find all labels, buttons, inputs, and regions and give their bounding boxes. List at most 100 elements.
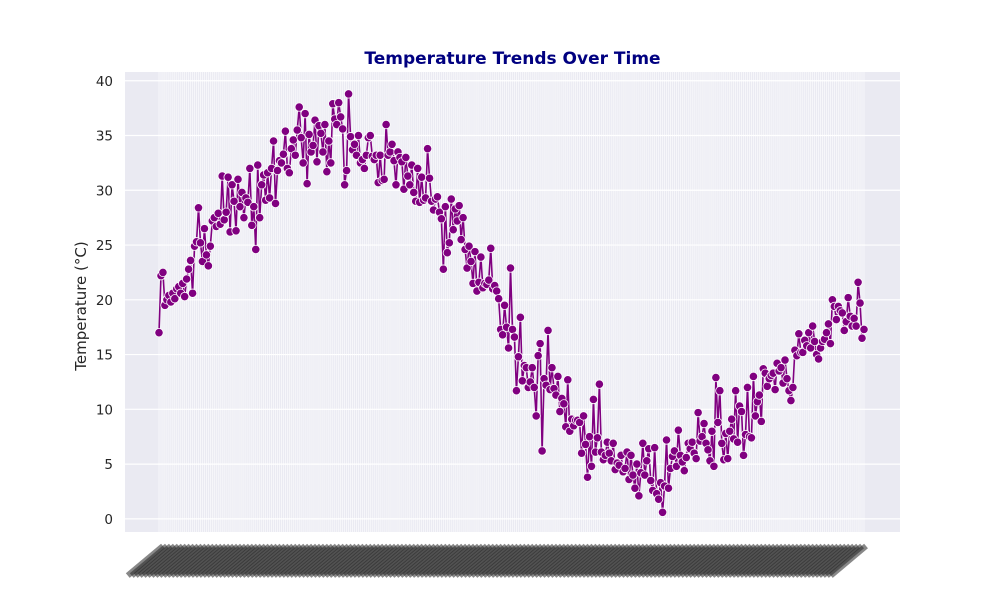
data-point	[661, 435, 672, 445]
data-point	[588, 394, 599, 405]
data-point	[320, 119, 330, 130]
data-point	[158, 267, 168, 278]
data-point	[788, 382, 798, 393]
data-point	[640, 470, 650, 480]
data-point	[296, 133, 306, 143]
data-point	[292, 125, 302, 135]
data-point	[247, 220, 257, 230]
data-point	[379, 174, 389, 184]
data-point	[782, 374, 792, 384]
data-point	[391, 180, 401, 190]
data-point	[849, 313, 859, 324]
data-point	[825, 339, 836, 349]
x-axis-ticks	[125, 543, 868, 578]
data-point	[405, 180, 415, 190]
data-point	[823, 319, 834, 329]
data-point	[723, 454, 733, 464]
data-point	[338, 124, 348, 134]
data-point	[284, 168, 294, 178]
data-point	[385, 147, 395, 157]
data-point	[806, 343, 816, 353]
data-point	[336, 112, 346, 122]
data-point	[286, 144, 296, 154]
data-point	[762, 381, 772, 391]
data-point	[707, 426, 717, 436]
data-point	[513, 352, 524, 362]
data-point	[770, 385, 780, 395]
data-point	[280, 126, 290, 136]
x-tick-label	[828, 543, 868, 578]
data-point	[679, 466, 689, 476]
data-point	[221, 207, 231, 217]
data-point	[584, 432, 595, 442]
data-point	[239, 213, 249, 223]
data-point	[632, 459, 642, 469]
data-point	[535, 339, 545, 349]
data-point	[515, 312, 525, 322]
data-point	[249, 202, 259, 212]
data-point	[742, 382, 753, 393]
data-point	[681, 452, 691, 463]
data-point	[454, 201, 464, 211]
data-point	[345, 132, 356, 142]
data-point	[464, 241, 474, 251]
data-point	[578, 411, 589, 421]
data-point	[324, 136, 334, 146]
data-point	[253, 160, 263, 170]
data-point	[580, 439, 591, 449]
data-point	[715, 386, 725, 396]
data-point	[231, 226, 241, 236]
data-point	[227, 180, 237, 190]
y-tick-label: 5	[104, 457, 113, 473]
data-point	[484, 275, 494, 285]
data-point	[786, 395, 796, 406]
data-point	[180, 291, 190, 302]
data-point	[470, 247, 480, 257]
data-point	[748, 371, 759, 382]
data-point	[205, 241, 215, 251]
data-point	[594, 379, 604, 389]
data-point	[436, 214, 446, 224]
data-point	[193, 203, 204, 213]
data-point	[255, 213, 265, 223]
y-gridlines	[125, 80, 900, 520]
data-point	[577, 448, 587, 458]
data-point	[843, 293, 853, 303]
data-point	[628, 470, 638, 480]
data-point	[547, 363, 557, 373]
data-point	[499, 300, 510, 310]
data-point	[804, 328, 814, 338]
data-point	[318, 147, 328, 157]
series-line	[158, 93, 865, 513]
data-point	[432, 192, 443, 202]
data-point	[691, 454, 701, 464]
data-point	[219, 215, 229, 225]
series-temperature	[154, 89, 869, 517]
data-point	[697, 432, 707, 442]
data-point	[798, 347, 808, 357]
data-point	[507, 324, 518, 334]
data-point	[527, 363, 537, 373]
data-point	[409, 187, 419, 198]
y-tick-label: 30	[96, 183, 113, 199]
data-point	[810, 336, 820, 347]
data-point	[711, 372, 721, 383]
data-point	[417, 172, 427, 182]
y-axis-label: Temperature (°C)	[72, 241, 90, 371]
data-point	[555, 406, 565, 417]
data-point	[592, 433, 603, 443]
data-point	[294, 102, 304, 112]
data-point	[687, 437, 697, 447]
y-tick-label: 10	[96, 402, 113, 418]
data-point	[703, 445, 713, 455]
data-point	[233, 174, 243, 184]
data-point	[537, 446, 547, 456]
chart-title: Temperature Trends Over Time	[364, 49, 660, 69]
data-point	[466, 256, 476, 267]
data-point	[308, 140, 318, 150]
data-point	[343, 89, 354, 99]
y-tick-label: 20	[96, 293, 113, 309]
data-point	[646, 475, 656, 486]
data-point	[201, 250, 211, 260]
